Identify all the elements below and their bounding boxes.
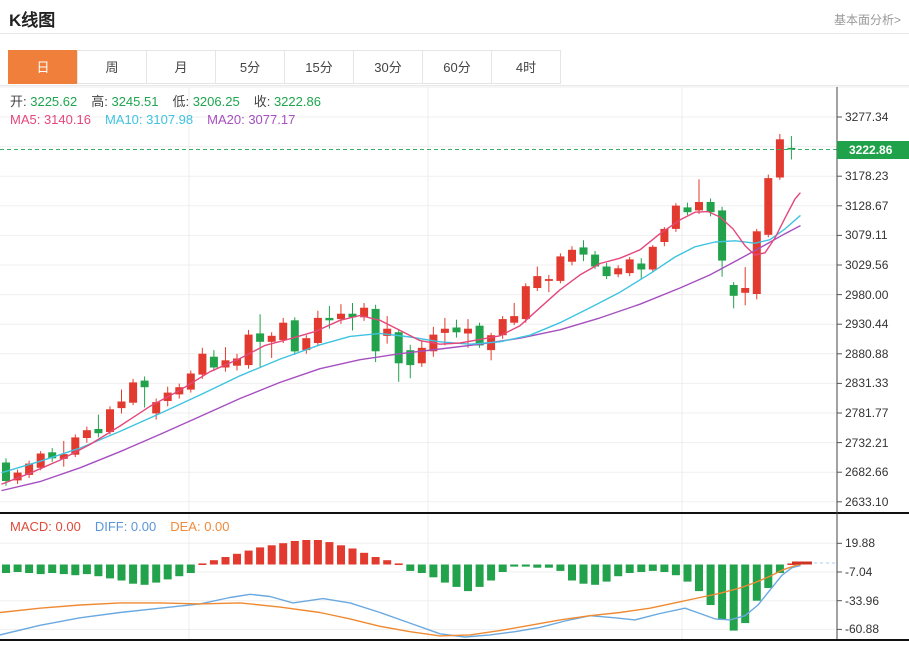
y-axis-tick-label: 2831.33: [845, 376, 889, 391]
y-axis-tick-label: 2682.66: [845, 465, 889, 480]
y-axis-tick-label: 3029.56: [845, 258, 889, 272]
macd-axis-tick-label: 19.88: [845, 536, 876, 551]
tab-period-7[interactable]: 60分: [422, 50, 492, 84]
header-divider: [0, 33, 909, 34]
y-axis-tick-label: 3277.34: [845, 110, 889, 124]
period-tabbar: 日周月 5分 15分 30分 60分 4时: [0, 50, 909, 86]
tab-period-8[interactable]: 4时: [491, 50, 561, 84]
info-item: 低: 3206.25: [172, 94, 240, 109]
y-axis-tick-label: 2980.00: [845, 287, 889, 302]
y-axis-tick-label: 2930.44: [845, 317, 889, 332]
current-price-label: 3222.86: [837, 140, 909, 159]
y-axis-tick-label: 2732.21: [845, 435, 889, 450]
macd-info-row: MACD: 0.00 DIFF: 0.00 DEA: 0.00: [10, 519, 244, 534]
tab-period-4[interactable]: 5分: [215, 50, 285, 84]
info-item: MA5: 3140.16: [10, 112, 91, 127]
tab-period-2[interactable]: 周: [77, 50, 147, 84]
info-item: 收: 3222.86: [253, 94, 321, 109]
info-item: DIFF: 0.00: [94, 519, 157, 534]
y-axis-tick-label: 3079.11: [845, 228, 888, 243]
y-axis-tick-label: 2781.77: [845, 406, 889, 420]
macd-histogram: [2, 540, 796, 631]
tab-period-1[interactable]: 日: [8, 50, 78, 84]
info-item: MA20: 3077.17: [207, 112, 296, 127]
y-axis-tick-label: 2880.88: [845, 346, 889, 361]
candlestick-series: [2, 133, 796, 486]
ma-lines: [1, 192, 801, 492]
macd-lines: [0, 561, 837, 638]
y-axis-tick-label: 2633.10: [845, 494, 889, 509]
ohlc-info-row: 开: 3225.62 高: 3245.51 低: 3206.25 收: 3222.86: [10, 91, 335, 110]
y-axis-tick-label: 3128.67: [845, 198, 889, 213]
macd-axis-tick-label: -7.04: [845, 565, 873, 579]
tab-period-5[interactable]: 15分: [284, 50, 354, 84]
macd-axis-tick-label: -60.88: [845, 622, 880, 637]
ma-info-row: MA5: 3140.16 MA10: 3107.98 MA20: 3077.17: [10, 112, 309, 127]
info-item: DEA: 0.00: [170, 519, 230, 534]
macd-axis-tick-label: -33.96: [845, 593, 880, 608]
gridlines: [0, 86, 909, 639]
info-item: 高: 3245.51: [91, 94, 159, 109]
info-item: MACD: 0.00: [10, 519, 81, 534]
info-item: 开: 3225.62: [10, 94, 78, 109]
y-axis-tick-label: 3178.23: [845, 169, 889, 184]
tab-period-3[interactable]: 月: [146, 50, 216, 84]
info-item: MA10: 3107.98: [104, 112, 194, 127]
fundamental-analysis-link[interactable]: 基本面分析>: [833, 13, 901, 27]
page-title: K线图: [9, 11, 56, 30]
tab-period-6[interactable]: 30分: [353, 50, 423, 84]
panel-borders: [0, 87, 909, 641]
